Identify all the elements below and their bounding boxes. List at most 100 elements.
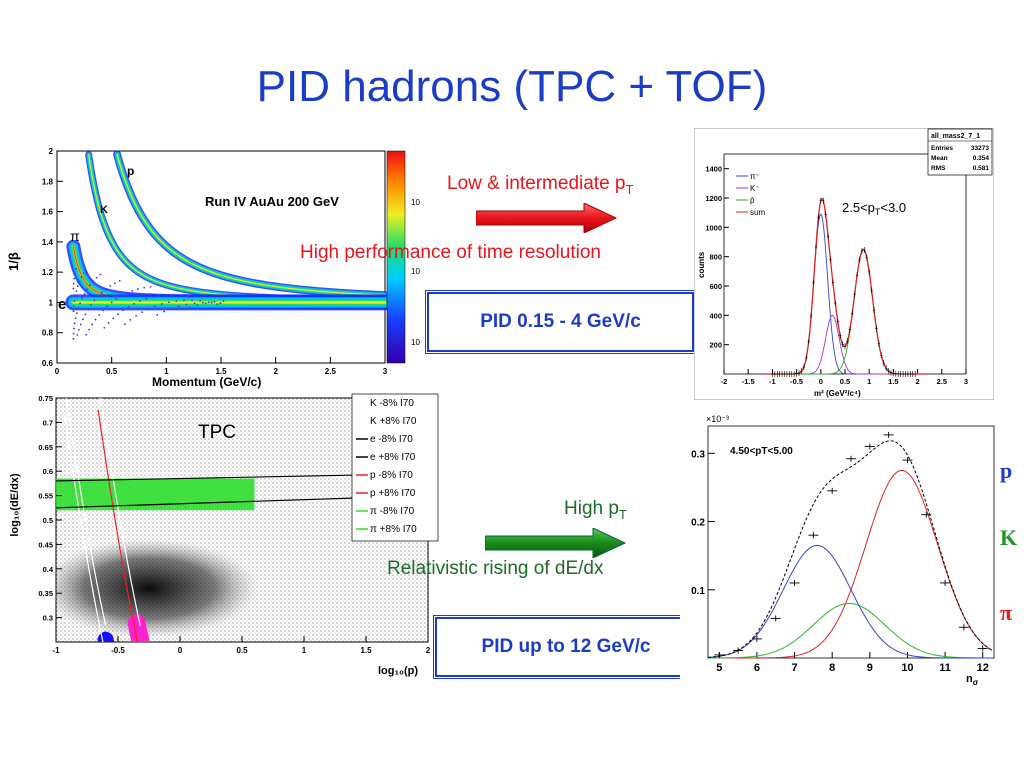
beta-scatter-dot [74,295,77,297]
beta-scatter-dot [219,302,222,304]
svg-text:p̄: p̄ [750,196,755,205]
beta-scatter-dot [124,323,126,326]
beta-scatter-dot [83,292,86,295]
dedx-pion-cloud [56,538,259,639]
m2-y-tick-label: 600 [709,282,722,291]
beta-scatter-dot [73,300,76,302]
beta-scatter-dot [72,305,75,307]
beta-scatter-dot [102,309,104,312]
m2-y-tick-label: 400 [709,311,722,320]
beta-scatter-dot [122,309,124,312]
beta-scatter-dot [104,288,107,290]
beta-scatter-dot [168,301,170,304]
beta-scatter-dot [202,301,204,304]
beta-scatter-dot [113,282,116,284]
dedx-curve [65,398,107,626]
beta-scatter-dot [76,334,79,336]
dedx-legend-label: π +8% I70 [370,524,417,535]
beta-scatter-dot [127,305,130,308]
beta-y-tick-label: 1.2 [42,268,54,277]
m2-y-tick-label: 200 [709,341,722,350]
dedx-y-tick-label: 0.4 [43,565,54,574]
beta-scatter-dot [109,285,111,287]
beta-x-tick-label: 2.5 [325,367,337,376]
ns-x-tick-label: 5 [716,662,722,674]
mass-squared-plot: -2 -1.5 -1 -0.5 0 0.5 1 1.5 2 2.5 3 200 400 600 800 100… [694,128,994,400]
beta-scatter-dot [94,318,97,321]
side-label-p: p [1000,458,1013,483]
beta-scatter-dot [156,314,159,316]
beta-scatter-dot [73,277,75,280]
dedx-y-tick-label: 0.7 [43,418,53,427]
beta-scatter-dot [117,313,119,315]
beta-scatter-dot [99,273,102,276]
svg-text:Mean: Mean [931,155,948,162]
dedx-x-tick-label: -1 [52,646,60,655]
beta-scatter-dot [151,296,154,298]
m2-annotation: 2.5<pT<3.0 [842,200,906,217]
dedx-xlabel: log₁₀(p) [378,665,418,677]
beta-scatter-dot [196,304,199,306]
beta-scatter-dot [137,288,139,290]
beta-band-p [116,153,386,296]
dedx-y-tick-label: 0.45 [38,540,53,549]
relativistic-rising-label: Relativistic rising of dE/dx [387,558,604,579]
dedx-electron-band [56,478,255,511]
beta-scatter-dot [178,305,180,308]
beta-scatter-dot [79,302,81,304]
ns-y-tick-label: 0.3 [691,449,705,460]
m2-plot-area [723,153,967,375]
beta-scatter-dot [78,328,80,331]
dedx-curve [97,409,139,642]
beta-scatter-dot [133,302,135,305]
m2-x-tick-label: 0.5 [840,377,850,386]
dedx-x-tick-label: 1.5 [360,646,372,655]
m2-y-tick-label: 1000 [705,223,722,232]
dedx-legend-label: e -8% I70 [370,434,413,445]
beta-scatter-dot [185,303,188,306]
beta-scatter-dot [75,290,78,292]
m2-x-tick-label: -1 [769,377,776,386]
dedx-y-tick-label: 0.35 [38,589,53,598]
beta-scatter-dot [72,287,75,290]
beta-scatter-dot [95,276,98,279]
beta-scatter-dot [73,322,76,325]
beta-scatter-dot [72,310,75,312]
svg-text:π⁻: π⁻ [750,172,760,181]
beta-x-tick-label: 1.5 [215,367,227,376]
beta-vs-momentum-plot: 0 0.5 1 1.5 2 2.5 3 0.6 0.8 1 1.2 1.4 1.6 1.8 2 10³ 10… [0,143,420,393]
beta-y-tick-label: 1.4 [42,238,54,247]
beta-scatter-dot [82,318,84,321]
beta-x-tick-label: 2 [273,367,278,376]
beta-scatter-dot [72,282,75,285]
dedx-legend-label: e +8% I70 [370,452,416,463]
slide-title: PID hadrons (TPC + TOF) [256,62,768,111]
nsigma-exponent: ×10⁻³ [706,414,729,424]
dedx-legend-label: p +8% I70 [370,488,416,499]
m2-ylabel: counts [697,251,706,278]
beta-scatter-dot [98,314,100,316]
colorbar-tick: 10² [411,267,420,276]
dedx-x-tick-label: 2 [426,646,431,655]
beta-scatter-dot [199,300,201,302]
beta-plot-area [56,150,386,364]
beta-x-tick-label: 3 [383,367,388,376]
beta-scatter-dot [175,300,178,302]
dedx-legend-label: K +8% I70 [370,416,417,427]
beta-y-tick-label: 2 [49,147,54,156]
beta-x-tick-label: 1 [164,367,169,376]
ns-x-tick-label: 9 [867,662,873,674]
beta-y-tick-label: 1 [49,298,54,307]
beta-scatter-dot [163,310,165,313]
beta-scatter-dot [77,307,80,309]
beta-y-tick-label: 1.6 [42,208,54,217]
dedx-ylabel: log₁₀(dE/dx) [9,473,21,537]
beta-scatter-dot [154,305,156,308]
dedx-vs-p-plot: -1 -0.5 0 0.5 1 1.5 2 0.3 0.35 0.4 0.45 0.5 0.55 0.6 0… [0,390,440,680]
beta-scatter-dot [180,294,183,297]
m2-x-tick-label: 1 [867,377,871,386]
beta-x-tick-label: 0 [55,367,60,376]
beta-scatter-dot [143,286,145,289]
beta-scatter-dot [74,272,76,275]
high-performance-label: High performance of time resolution [300,242,601,263]
